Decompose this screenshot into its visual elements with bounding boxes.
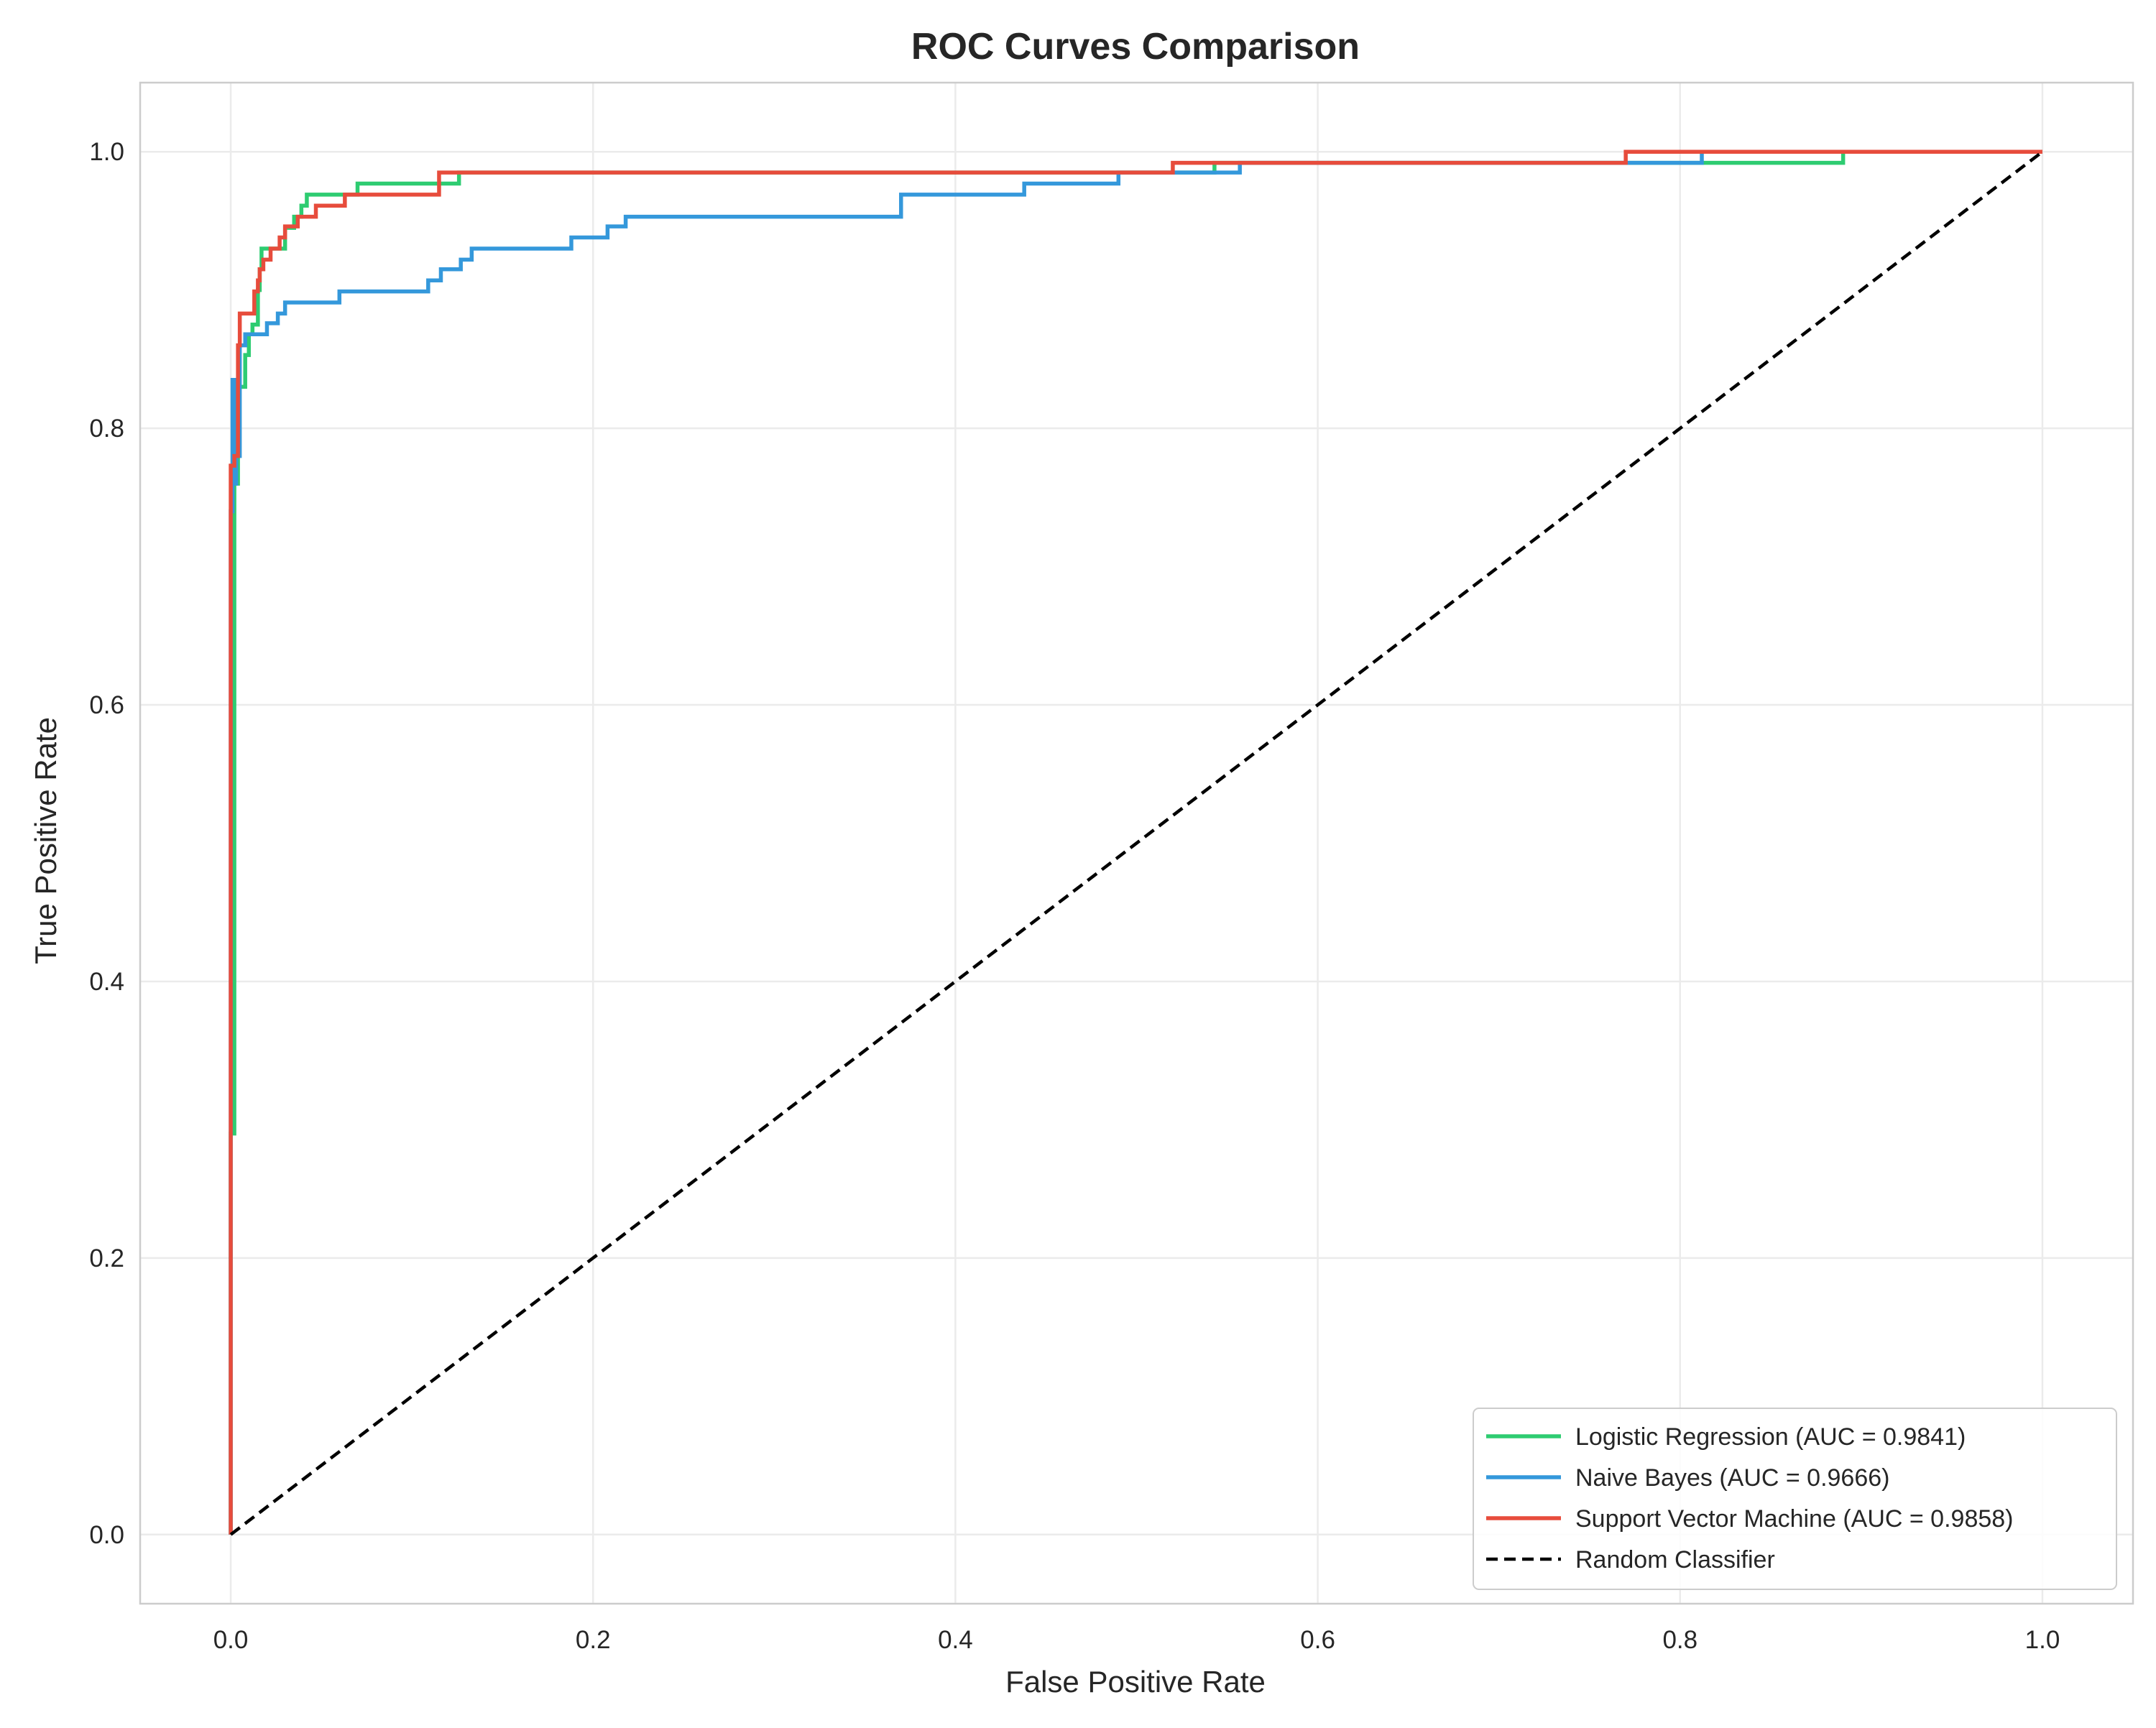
legend-label: Support Vector Machine (AUC = 0.9858) bbox=[1575, 1505, 2014, 1533]
x-tick-label: 0.2 bbox=[576, 1626, 611, 1654]
x-tick-label: 0.8 bbox=[1662, 1626, 1697, 1654]
legend: Logistic Regression (AUC = 0.9841) Naive … bbox=[1473, 1408, 2117, 1590]
x-tick-label: 0.4 bbox=[938, 1626, 973, 1654]
legend-label: Random Classifier bbox=[1575, 1546, 1775, 1574]
series-layer bbox=[229, 149, 2044, 1536]
y-tick-label: 1.0 bbox=[89, 138, 124, 166]
plot-frame bbox=[139, 81, 2134, 1605]
y-tick-label: 0.4 bbox=[89, 968, 124, 996]
grid-lines bbox=[140, 83, 2133, 1604]
x-tick-label: 0.6 bbox=[1300, 1626, 1335, 1654]
chart-title: ROC Curves Comparison bbox=[911, 26, 1360, 68]
x-tick-label: 0.0 bbox=[213, 1626, 249, 1654]
y-tick-label: 0.2 bbox=[89, 1244, 124, 1272]
y-tick-label: 0.0 bbox=[89, 1521, 124, 1549]
tick-labels: 0.0 0.2 0.4 0.6 0.8 1.0 0.0 0.2 0.4 0.6 0.8 1.0 bbox=[89, 138, 2060, 1654]
legend-label: Logistic Regression (AUC = 0.9841) bbox=[1575, 1423, 1966, 1451]
y-tick-label: 0.6 bbox=[89, 691, 124, 719]
x-axis-label: False Positive Rate bbox=[1005, 1665, 1266, 1699]
x-tick-label: 1.0 bbox=[2025, 1626, 2060, 1654]
legend-label: Naive Bayes (AUC = 0.9666) bbox=[1575, 1464, 1889, 1492]
legend-box bbox=[1473, 1408, 2117, 1590]
y-axis-label: True Positive Rate bbox=[29, 717, 63, 964]
support-vector-machine-series-line bbox=[229, 149, 2042, 1535]
y-tick-label: 0.8 bbox=[89, 415, 124, 443]
random-classifier-series-line bbox=[229, 150, 2044, 1536]
